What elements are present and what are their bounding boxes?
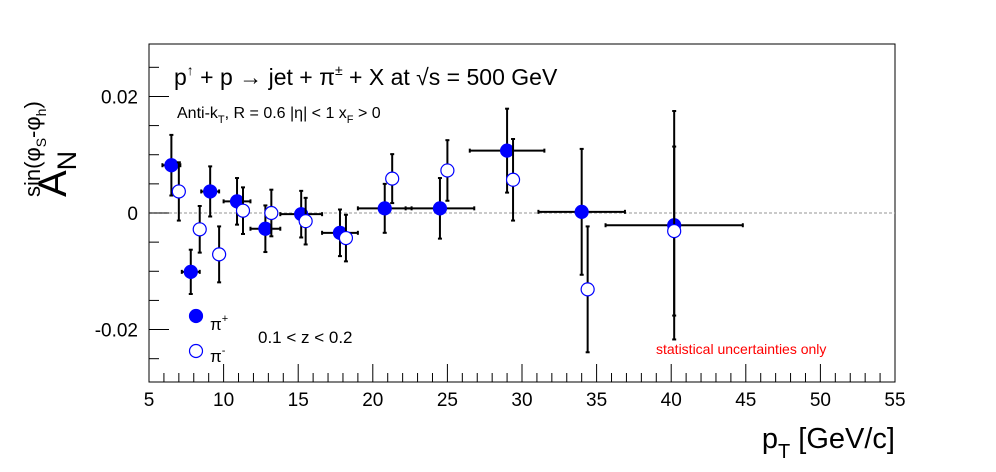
x-tick-label: 15	[288, 390, 309, 411]
data-point-pi-minus	[264, 205, 279, 221]
y-tick-label: 0	[127, 204, 138, 225]
data-point-pi-minus	[385, 171, 400, 186]
data-point-pi-minus	[580, 282, 595, 297]
z-range-annotation: 0.1 < z < 0.2	[258, 328, 353, 347]
svg-text:sin(φS-φh): sin(φS-φh)	[20, 101, 49, 197]
data-point-pi-minus	[667, 223, 682, 239]
data-point-pi-minus	[192, 222, 207, 237]
y-tick-label: -0.02	[95, 321, 138, 342]
x-tick-label: 50	[810, 390, 831, 411]
chart-subtitle: Anti-kT, R = 0.6 |η| < 1 xF > 0	[177, 105, 381, 126]
data-point-pi-plus	[432, 201, 448, 216]
data-point-pi-minus	[212, 247, 227, 262]
legend-marker-pi-minus	[188, 343, 204, 359]
data-point-pi-plus	[258, 221, 273, 236]
series-pi-plus	[161, 107, 744, 341]
x-tick-label: 30	[511, 390, 532, 411]
data-point-pi-plus	[574, 204, 589, 219]
data-point-pi-plus	[183, 264, 198, 279]
data-point-pi-minus	[298, 214, 313, 229]
x-tick-label: 55	[884, 390, 905, 411]
svg-text:AN: AN	[31, 151, 82, 197]
data-point-pi-minus	[505, 172, 521, 187]
data-point-pi-minus	[440, 163, 455, 178]
x-tick-label: 20	[362, 390, 383, 411]
x-axis-label: pT [GeV/c]	[762, 423, 895, 463]
legend-marker-pi-plus	[188, 308, 204, 324]
legend: π+ π-	[188, 308, 228, 366]
y-axis-label: AN sin(φS-φh)	[20, 101, 82, 197]
x-tick-label: 35	[586, 390, 607, 411]
uncertainty-note: statistical uncertainties only	[656, 341, 826, 357]
y-tick-label: 0.02	[101, 87, 138, 108]
data-point-pi-plus	[499, 143, 515, 158]
legend-label-pi-plus: π+	[210, 313, 228, 334]
chart-title: p↑ + p → jet + π± + X at √s = 500 GeV	[174, 62, 558, 90]
data-point-pi-minus	[235, 203, 251, 218]
data-point-pi-minus	[338, 230, 354, 246]
data-point-pi-plus	[164, 158, 179, 173]
data-point-pi-minus	[171, 184, 186, 199]
data-point-pi-plus	[377, 201, 392, 216]
data-point-pi-plus	[203, 184, 218, 199]
legend-label-pi-minus: π-	[210, 345, 226, 366]
x-tick-label: 10	[213, 390, 234, 411]
axis-ticks: 5 10 15 20 25 30 35 40 45 50 55 0.02 0 -0.02	[95, 66, 906, 411]
x-tick-label: 40	[661, 390, 682, 411]
series-pi-minus	[171, 137, 682, 354]
x-tick-label: 25	[437, 390, 458, 411]
data-points	[161, 107, 744, 354]
x-tick-label: 5	[144, 390, 155, 411]
x-tick-label: 45	[735, 390, 756, 411]
